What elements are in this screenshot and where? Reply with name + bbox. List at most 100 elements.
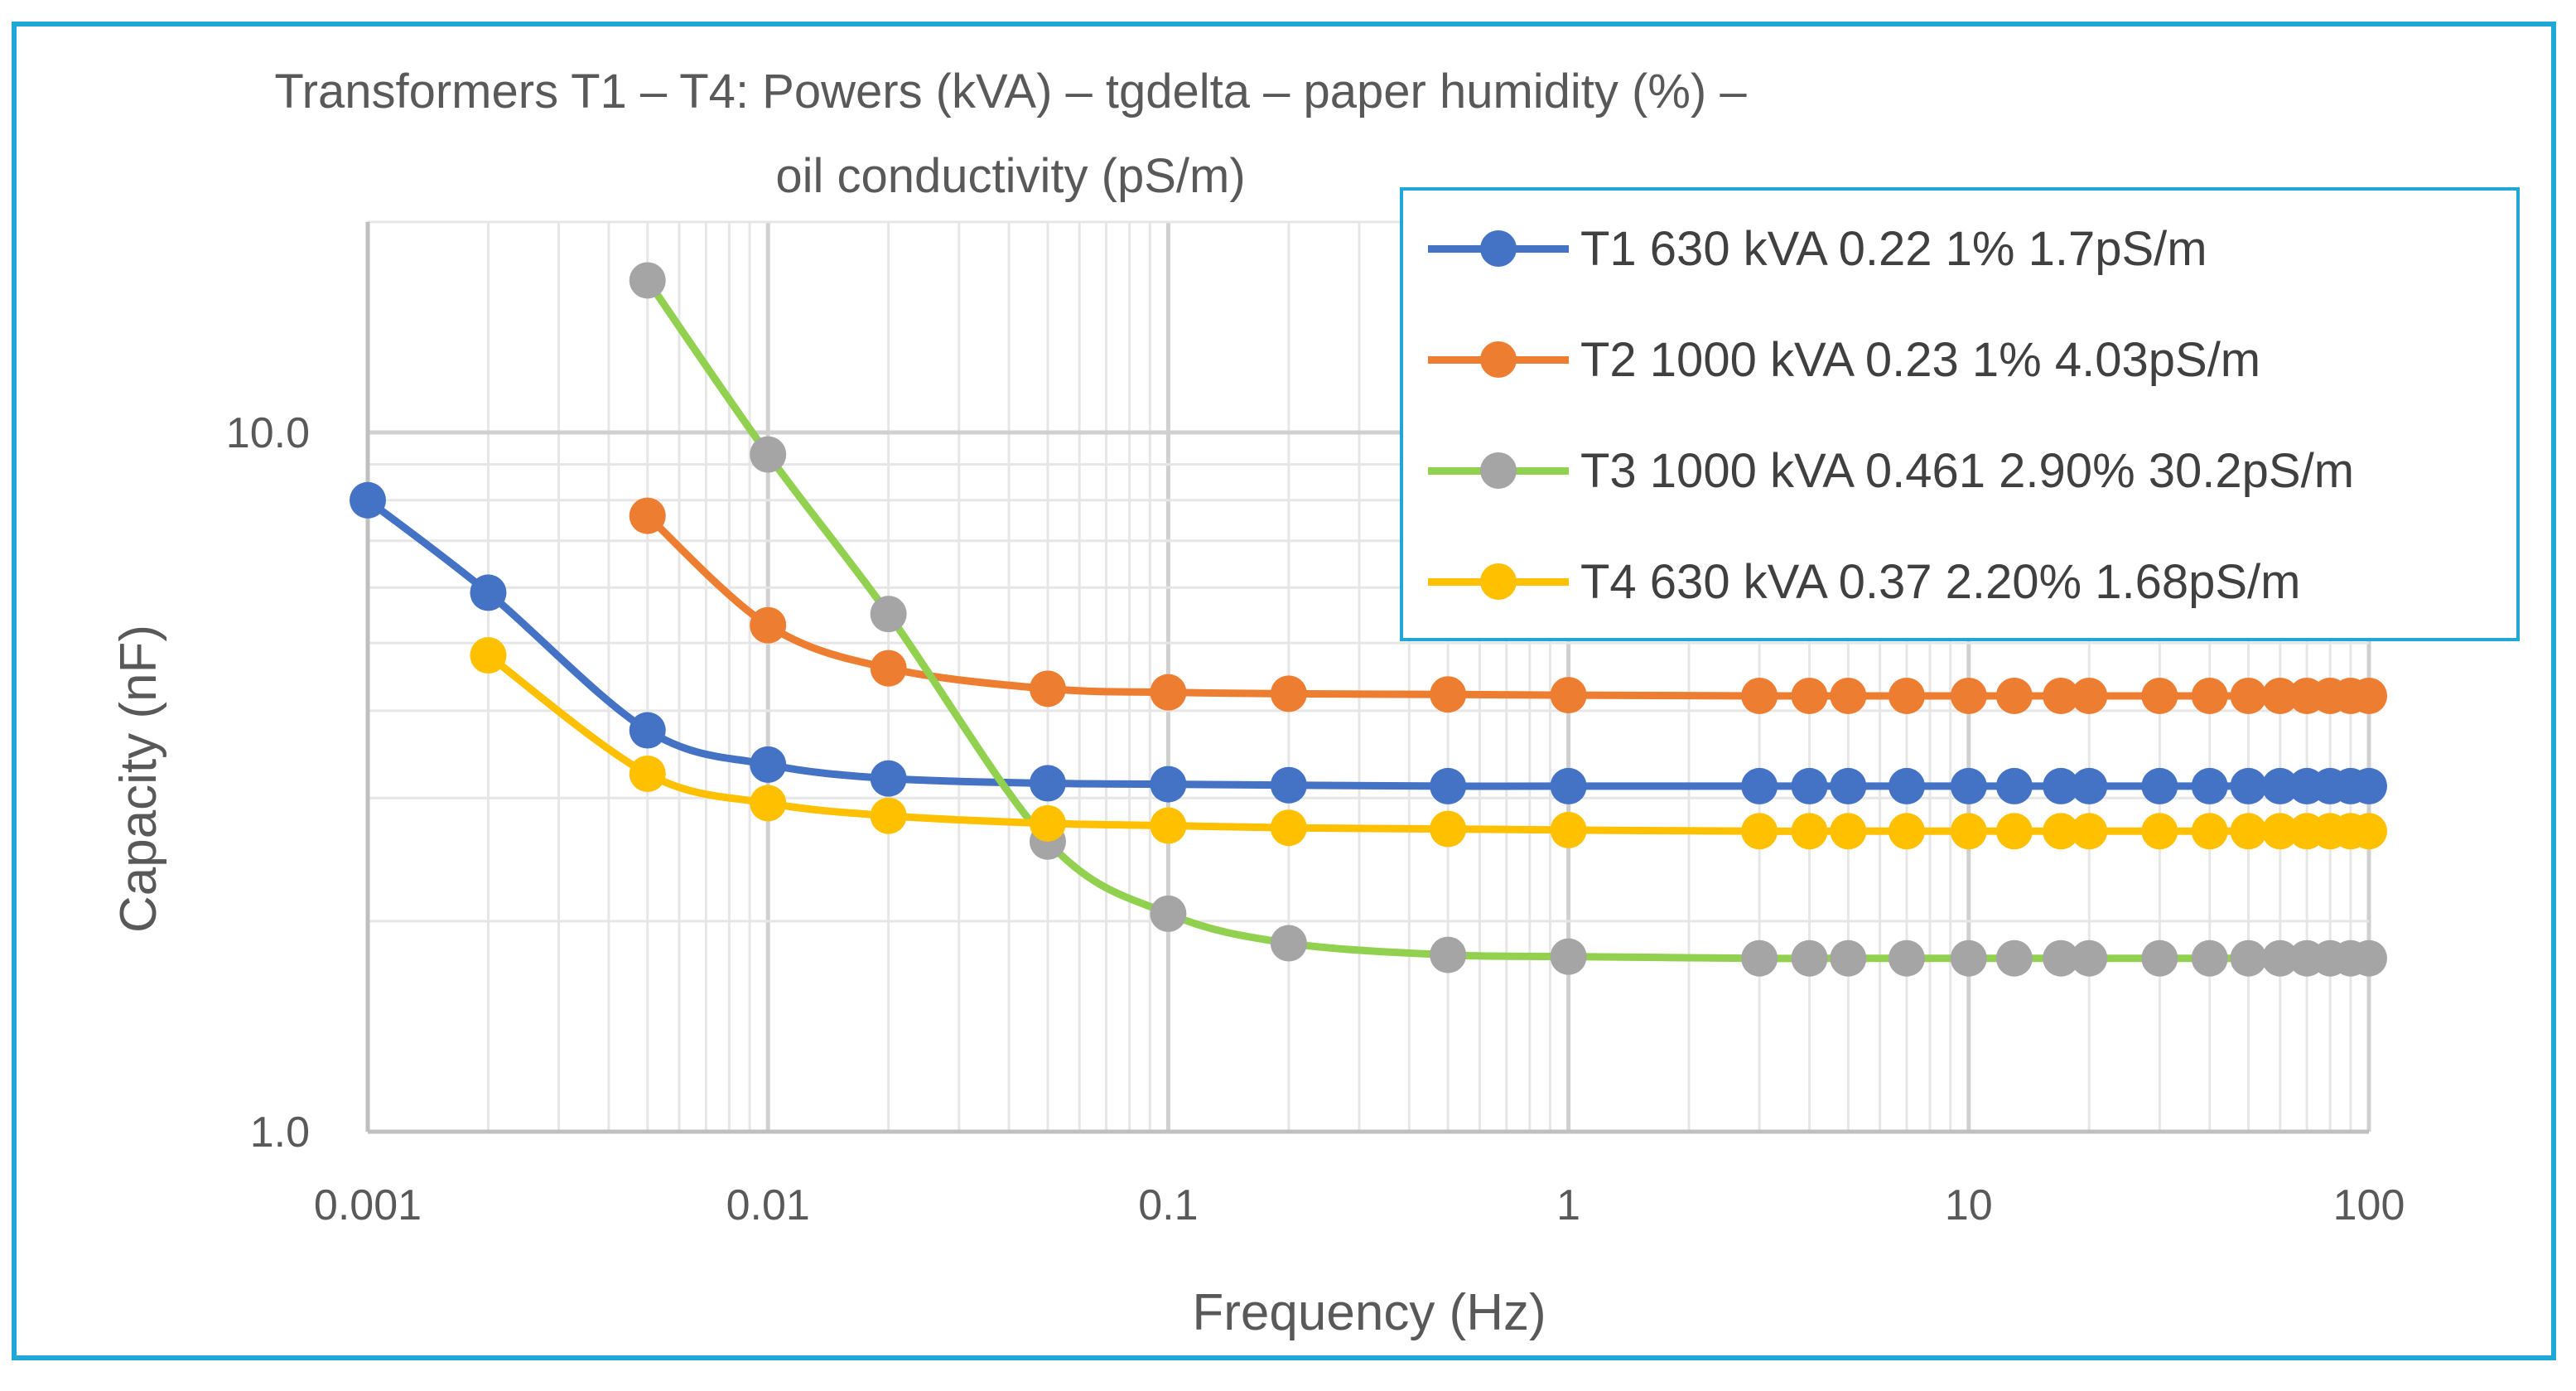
series-2-point [2261,677,2299,714]
series-3-point [2191,939,2228,977]
series-1-point [1888,767,1925,804]
x-tick-label: 0.1 [1138,1181,1198,1229]
series-4-point [629,755,666,792]
series-1 [350,481,2387,804]
series-1-point [1950,767,1987,804]
series-4-point [1741,813,1778,850]
series-4-point [1550,811,1587,848]
series-1-point [1791,767,1828,804]
legend-swatch-marker [1480,341,1517,378]
x-tick-label: 1 [1556,1181,1580,1229]
series-3-point [750,436,787,473]
y-tick-label: 1.0 [250,1108,310,1157]
series-3-point [2230,939,2267,977]
series-2-point [1741,677,1778,714]
series-2-point [1029,670,1066,708]
legend-swatch-marker [1480,230,1517,267]
series-1-point [1270,766,1307,804]
series-4 [470,637,2387,850]
series-2-point [2141,677,2178,714]
series-2-point [1430,676,1467,713]
series-4-point [470,637,507,674]
series-1-point [1830,767,1867,804]
series-4-point [2191,813,2228,850]
legend-label: T2 1000 kVA 0.23 1% 4.03pS/m [1580,332,2261,387]
legend-item-3: T3 1000 kVA 0.461 2.90% 30.2pS/m [1428,437,2354,504]
legend-label: T1 630 kVA 0.22 1% 1.7pS/m [1580,221,2207,276]
series-3-point [1830,939,1867,977]
series-1-point [1150,766,1187,803]
series-4-point [2043,813,2080,850]
series-1-point [2071,767,2108,804]
series-1-point [2261,767,2299,804]
x-tick-label: 10 [1945,1181,1993,1229]
y-axis-title: Capacity (nF) [110,625,167,933]
series-1-point [470,574,507,611]
series-2-point [1270,675,1307,712]
series-1-point [2351,767,2387,804]
series-1-point [350,481,386,519]
series-4-point [1150,807,1187,844]
series-3-point [1950,939,1987,977]
series-4-point [1029,804,1066,842]
series-2-point [1791,677,1828,714]
legend-swatch [1428,326,1569,393]
series-1-point [750,746,787,783]
series-1-point [870,760,907,797]
series-1-point [1550,767,1587,804]
series-3-point [1270,925,1307,962]
axes: 0.001 0.01 0.1 1 10 100 1.0 10.0 [226,221,2405,1229]
series-3-point [1791,939,1828,977]
series-4-point [870,797,907,834]
series-1-point [629,712,666,749]
series-1-point [2141,767,2178,804]
chart-frame [12,22,2556,1360]
legend-item-2: T2 1000 kVA 0.23 1% 4.03pS/m [1428,326,2260,393]
legend-swatch [1428,437,1569,504]
series-3-point [1888,939,1925,977]
x-tick-label: 0.01 [726,1181,810,1229]
series-4-point [1950,813,1987,850]
legend-swatch [1428,215,1569,282]
chart-title-line-1: Transformers T1 – T4: Powers (kVA) – tgd… [274,65,1747,118]
series-3-point [870,596,907,633]
series-1-point [2043,767,2080,804]
series-4-point [2351,813,2387,850]
series-3-point [1550,938,1587,975]
legend-item-1: T1 630 kVA 0.22 1% 1.7pS/m [1428,215,2207,282]
series-3 [629,262,2387,977]
series-1-point [2191,767,2228,804]
x-axis-title: Frequency (Hz) [1192,1284,1546,1341]
series-1-point [1430,767,1467,804]
legend-swatch-marker [1480,563,1517,600]
series-layer [350,262,2387,977]
series-3-point [1430,936,1467,973]
y-tick-label: 10.0 [226,409,310,457]
series-4-point [1430,810,1467,848]
legend: T1 630 kVA 0.22 1% 1.7pS/m T2 1000 kVA 0.… [1400,187,2520,641]
series-2-point [1888,677,1925,714]
series-4-point [1830,813,1867,850]
series-3-point [2261,939,2299,977]
series-2-point [1550,677,1587,714]
series-2-point [1830,677,1867,714]
series-2-point [750,606,787,644]
series-2-point [1995,677,2033,714]
series-4-point [2230,813,2267,850]
series-2-point [1150,674,1187,711]
series-1-point [1029,765,1066,802]
series-4-point [1888,813,1925,850]
series-4-point [2071,813,2108,850]
legend-swatch [1428,548,1569,615]
series-4-point [2261,813,2299,850]
legend-label: T3 1000 kVA 0.461 2.90% 30.2pS/m [1580,443,2355,498]
series-2-point [2191,677,2228,714]
legend-item-4: T4 630 kVA 0.37 2.20% 1.68pS/m [1428,548,2301,615]
legend-swatch-marker [1480,452,1517,489]
series-3-point [1741,939,1778,977]
series-4-point [1791,813,1828,850]
series-4-point [2141,813,2178,850]
x-tick-label: 0.001 [314,1181,422,1229]
series-3-point [2141,939,2178,977]
